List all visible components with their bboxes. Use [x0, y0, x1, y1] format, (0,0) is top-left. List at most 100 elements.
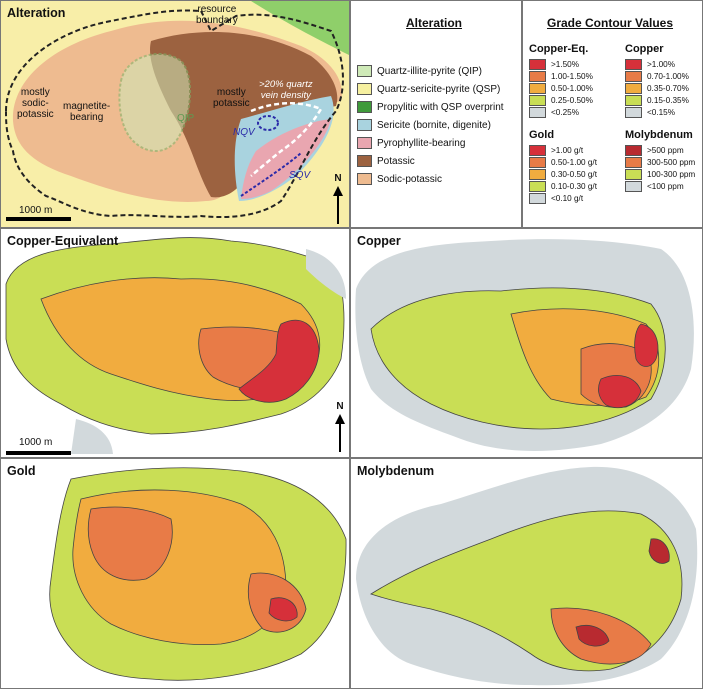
legend-swatch	[625, 145, 642, 156]
alteration-map	[4, 1, 349, 219]
grade-legend-item: 0.50-1.00%	[529, 83, 593, 94]
very-high-grade-zone	[648, 538, 670, 564]
resource-boundary-line	[4, 9, 344, 219]
alteration-legend-item: Sericite (bornite, digenite)	[357, 119, 491, 131]
north-arrow: N	[331, 173, 345, 227]
molybdenum-panel: Molybdenum	[350, 458, 703, 689]
gold-panel: Gold	[0, 458, 350, 689]
legend-swatch	[625, 71, 642, 82]
alteration-map-panel: Alteration resource boundary mostly sodi…	[0, 0, 350, 228]
copper-map	[355, 239, 694, 451]
potassic-zone	[150, 32, 338, 198]
legend-label: Sericite (bornite, digenite)	[377, 119, 491, 131]
north-label: N	[336, 401, 344, 412]
grey-corner-zone	[71, 419, 113, 454]
legend-label: 0.15-0.35%	[647, 96, 689, 105]
north-arrow-icon	[335, 414, 345, 452]
legend-swatch	[625, 169, 642, 180]
copper-equivalent-map	[5, 237, 346, 454]
sqv-vein	[240, 152, 302, 197]
legend-swatch	[529, 181, 546, 192]
grade-legend-item: 0.70-1.00%	[625, 71, 689, 82]
alteration-legend-panel: Alteration Quartz-illite-pyrite (QIP) Qua…	[350, 0, 522, 228]
scale-label: 1000 m	[19, 437, 53, 448]
copper-panel: Copper	[350, 228, 703, 458]
grade-legend-item: 0.10-0.30 g/t	[529, 181, 597, 192]
panel-title: Copper	[357, 234, 401, 248]
legend-label: >1.00%	[647, 60, 675, 69]
label-potassic: mostly potassic	[213, 87, 250, 109]
molybdenum-map	[356, 466, 698, 686]
legend-label: Quartz-illite-pyrite (QIP)	[377, 65, 483, 77]
legend-label: 300-500 ppm	[647, 158, 696, 167]
nqv-vein	[257, 115, 279, 131]
legend-swatch	[357, 83, 372, 95]
north-arrow: N	[333, 401, 347, 455]
legend-label: Potassic	[377, 155, 415, 167]
qip-zone	[118, 52, 192, 152]
grey-corner-zone	[306, 249, 346, 299]
scale-bar	[6, 217, 71, 221]
grade-legend-item: <0.15%	[625, 107, 675, 118]
grade-legend-item: <100 ppm	[625, 181, 684, 192]
legend-swatch	[529, 145, 546, 156]
legend-swatch	[625, 181, 642, 192]
very-high-grade-zone	[598, 375, 642, 408]
grade-legend-item: 0.50-1.00 g/t	[529, 157, 597, 168]
legend-swatch	[357, 65, 372, 77]
grade-legend-panel: Grade Contour Values Copper-Eq. >1.50% 1.0…	[522, 0, 703, 228]
legend-label: 0.50-1.00%	[551, 84, 593, 93]
pyrophyllite-zone	[241, 119, 331, 199]
legend-label: >1.50%	[551, 60, 579, 69]
panel-title: Molybdenum	[357, 464, 435, 478]
alteration-legend-title: Alteration	[406, 16, 463, 30]
legend-label: Pyrophyllite-bearing	[377, 137, 466, 149]
label-nqv: NQV	[233, 127, 255, 138]
very-high-grade-zone	[634, 323, 659, 367]
grade-legend-item: <0.25%	[529, 107, 579, 118]
legend-label: >500 ppm	[647, 146, 684, 155]
legend-swatch	[529, 95, 546, 106]
legend-swatch	[625, 59, 642, 70]
legend-swatch	[625, 107, 642, 118]
propylitic-zone	[251, 1, 349, 55]
legend-label: 0.30-0.50 g/t	[551, 170, 597, 179]
alteration-legend-item: Propylitic with QSP overprint	[357, 101, 504, 113]
very-high-grade-zone	[268, 597, 298, 622]
legend-swatch	[625, 95, 642, 106]
panel-title: Copper-Equivalent	[7, 234, 119, 248]
legend-label: 0.10-0.30 g/t	[551, 182, 597, 191]
legend-swatch	[529, 193, 546, 204]
legend-label: 0.70-1.00%	[647, 72, 689, 81]
grade-group-title: Gold	[529, 129, 555, 141]
legend-label: 0.50-1.00 g/t	[551, 158, 597, 167]
grade-legend-item: >500 ppm	[625, 145, 684, 156]
copper-equivalent-panel: Copper-Equivalent 1000 m N	[0, 228, 350, 458]
grade-legend-item: <0.10 g/t	[529, 193, 583, 204]
legend-swatch	[529, 59, 546, 70]
legend-swatch	[529, 107, 546, 118]
grade-legend-item: 0.25-0.50%	[529, 95, 593, 106]
label-resource-boundary: resource boundary	[196, 4, 238, 26]
scale-bar	[6, 451, 71, 455]
label-sodic-potassic: mostly sodic- potassic	[17, 87, 54, 120]
grade-group-title: Copper	[625, 43, 664, 55]
legend-swatch	[529, 83, 546, 94]
legend-label: <0.25%	[551, 108, 579, 117]
legend-swatch	[529, 157, 546, 168]
grade-legend-item: 0.30-0.50 g/t	[529, 169, 597, 180]
legend-label: <0.10 g/t	[551, 194, 584, 203]
grade-legend-item: >1.00%	[625, 59, 675, 70]
alteration-legend-item: Potassic	[357, 155, 415, 167]
north-arrow-icon	[333, 186, 343, 224]
grade-legend-item: 0.35-0.70%	[625, 83, 689, 94]
grade-legend-item: 1.00-1.50%	[529, 71, 593, 82]
grade-group-title: Molybdenum	[625, 129, 693, 141]
panel-title: Alteration	[7, 6, 66, 20]
label-quartz-vein: >20% quartz vein density	[259, 79, 313, 101]
grade-legend-title: Grade Contour Values	[547, 16, 674, 30]
legend-label: <100 ppm	[647, 182, 684, 191]
panel-title: Gold	[7, 464, 36, 478]
quartz-vein-line	[250, 101, 323, 177]
